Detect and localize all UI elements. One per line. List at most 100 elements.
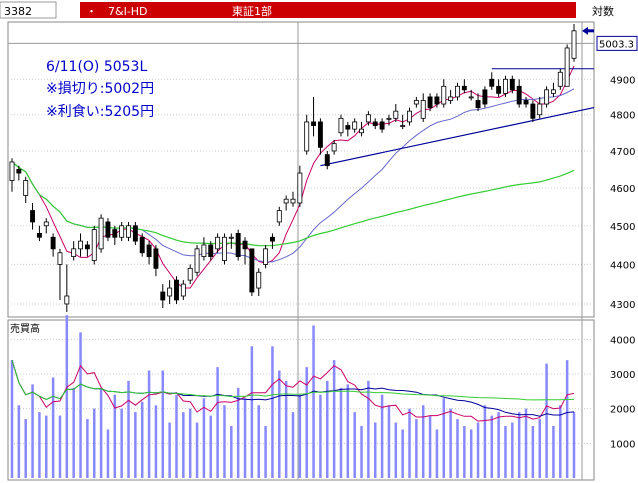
arrow-head: [582, 26, 588, 35]
candle-body: [222, 236, 227, 261]
candle-body: [71, 248, 77, 258]
candle-body: [400, 125, 406, 127]
candle-body: [550, 89, 556, 94]
candle-body: [16, 168, 22, 174]
candle-body: [461, 85, 467, 91]
candle-body: [249, 248, 255, 293]
candle-body: [283, 198, 289, 204]
candle-body: [441, 85, 447, 105]
stock-name: ・ 7&I-HD: [86, 5, 148, 18]
annotation-takeprofit: ※利食い:5205円: [46, 103, 154, 120]
market-label: 東証1部: [232, 4, 272, 18]
code-box: [0, 1, 57, 19]
candle-body: [98, 217, 104, 250]
candle-body: [146, 244, 152, 258]
price-tick-label: 4500: [610, 222, 635, 233]
candle-body: [297, 172, 303, 204]
stock-name-bar[interactable]: [80, 2, 216, 18]
candle-body: [57, 252, 63, 265]
candle-body: [427, 96, 433, 108]
price-axis: 4300 4400 4500 4600 4700 4800 4900: [610, 75, 635, 311]
candle-body: [43, 221, 49, 227]
candle-body: [276, 210, 282, 223]
volume-tick-label: 3000: [610, 370, 635, 381]
candle-body: [489, 78, 495, 87]
candle-body: [413, 100, 419, 105]
candle-body: [119, 225, 125, 238]
volume-moving-averages: [11, 359, 575, 422]
candle-body: [468, 96, 474, 99]
candle-body: [455, 85, 460, 98]
volume-tick-label: 1000: [610, 439, 635, 450]
candle-body: [242, 240, 248, 250]
candle-body: [407, 110, 412, 123]
candle-body: [317, 121, 323, 148]
candle-body: [304, 121, 310, 152]
candle-body: [496, 85, 502, 94]
candle-body: [475, 100, 481, 108]
candle-body: [311, 121, 317, 126]
candle-body: [516, 85, 522, 105]
candle-body: [228, 236, 234, 239]
candle-body: [386, 117, 392, 120]
candle-body: [345, 125, 351, 130]
price-tick-label: 4800: [610, 111, 635, 122]
candle-body: [557, 71, 563, 87]
candle-body: [331, 143, 337, 152]
candle-body: [126, 225, 131, 238]
candle-body: [180, 283, 186, 297]
candle-body: [30, 210, 36, 223]
candle-body: [352, 121, 358, 130]
candle-body: [523, 100, 529, 105]
candle-body: [208, 244, 214, 258]
scale-label: 対数: [592, 4, 614, 18]
arrow-left-icon: [582, 26, 594, 35]
price-tag: 5003.3: [599, 39, 634, 50]
candle-body: [50, 236, 56, 250]
candle-body: [564, 47, 570, 87]
candle-body: [256, 271, 262, 289]
candle-body: [503, 78, 508, 94]
candle-body: [23, 180, 29, 196]
arrow-shaft: [588, 29, 594, 33]
candle-body: [36, 233, 42, 238]
candle-body: [379, 121, 385, 130]
price-panel: [7, 21, 595, 318]
candle-body: [359, 128, 364, 134]
candle-body: [187, 267, 193, 281]
price-tick-label: 4400: [610, 260, 635, 271]
price-tick-label: 4600: [610, 184, 635, 195]
candle-body: [174, 279, 179, 301]
candle-body: [571, 30, 577, 59]
candle-body: [215, 236, 221, 250]
candle-body: [509, 78, 515, 91]
candle-body: [201, 244, 207, 258]
candle-body: [530, 103, 536, 119]
candle-body: [482, 89, 488, 105]
candle-body: [263, 248, 269, 265]
candle-body: [448, 96, 454, 101]
trendlines: [8, 42, 595, 167]
price-tick-label: 4300: [610, 300, 635, 311]
market-bar[interactable]: [216, 2, 576, 18]
candle-body: [139, 236, 145, 254]
candle-body: [544, 89, 550, 105]
price-tick-label: 4900: [610, 75, 635, 86]
candle-body: [160, 291, 166, 301]
price-tag-box: [596, 35, 638, 51]
annotation-stoploss: ※損切り:5002円: [46, 81, 154, 97]
candle-body: [393, 110, 399, 119]
volume-axis: 1000 2000 3000 4000: [610, 335, 635, 450]
volume-ma-long: [11, 359, 575, 401]
candle-body: [372, 121, 378, 126]
candle-body: [324, 154, 330, 167]
price-gridlines: [8, 22, 594, 480]
candle-body: [290, 198, 296, 204]
support-trendline: [320, 107, 595, 167]
candle-body: [91, 229, 97, 261]
volume-bars: [10, 315, 576, 478]
candle-body: [434, 96, 440, 105]
candle-body: [338, 117, 344, 134]
